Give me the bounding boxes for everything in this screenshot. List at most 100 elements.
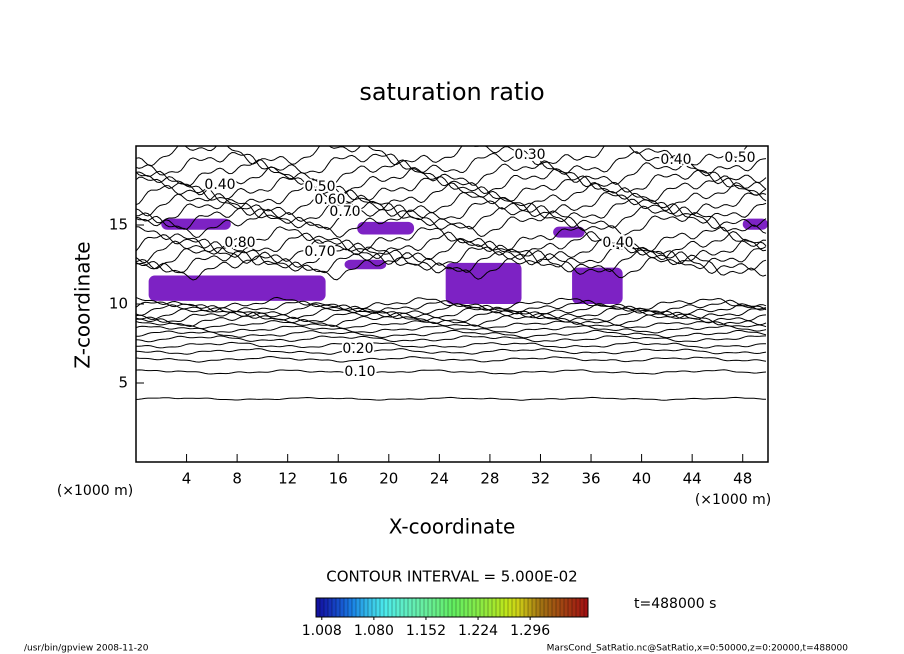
colorbar-cell xyxy=(543,597,549,618)
colorbar-cell xyxy=(423,597,429,618)
colorbar-cell xyxy=(451,597,457,618)
contour-line xyxy=(136,312,767,328)
colorbar-cell xyxy=(351,597,357,618)
colorbar-cell xyxy=(435,597,441,618)
x-tick-label: 20 xyxy=(379,470,398,488)
colorbar-cell xyxy=(495,597,501,618)
contour-line xyxy=(136,181,767,212)
colorbar-cell xyxy=(523,597,529,618)
contour-line xyxy=(136,146,748,167)
x-tick-label: 28 xyxy=(480,470,499,488)
x-unit: (×1000 m) xyxy=(695,492,771,508)
shaded-region xyxy=(553,226,585,238)
colorbar-cell xyxy=(379,597,385,618)
y-tick-label: 15 xyxy=(109,216,128,234)
colorbar-cell xyxy=(499,597,505,618)
contour-label: 0.70 xyxy=(304,244,335,260)
colorbar-cell xyxy=(387,597,393,618)
contour-line xyxy=(136,299,767,315)
contour-line xyxy=(136,238,767,266)
contour-line xyxy=(136,355,767,363)
contour-line xyxy=(136,226,767,253)
colorbar-cell xyxy=(359,597,365,618)
colorbar-cell xyxy=(367,597,373,618)
colorbar-tick-label: 1.296 xyxy=(510,623,550,639)
colorbar-cell xyxy=(447,597,453,618)
contour-label: 0.10 xyxy=(344,364,375,380)
colorbar-cell xyxy=(415,597,421,618)
contour-label: 0.30 xyxy=(514,147,545,163)
colorbar-cell xyxy=(579,597,585,618)
contour-label: 0.50 xyxy=(304,179,335,195)
contour-label: 0.20 xyxy=(342,341,373,357)
contour-line xyxy=(136,348,767,355)
colorbar-cell xyxy=(575,597,581,618)
shaded-region xyxy=(357,221,415,235)
colorbar-cell xyxy=(427,597,433,618)
colorbar-cell xyxy=(555,597,561,618)
footer-right: MarsCond_SatRatio.nc@SatRatio,x=0:50000,… xyxy=(547,644,849,654)
contour-label: 0.40 xyxy=(204,177,235,193)
colorbar-cell xyxy=(563,597,569,618)
colorbar-cell xyxy=(419,597,425,618)
contour-label: 0.50 xyxy=(724,150,755,166)
contour-line xyxy=(136,244,767,270)
colorbar-cell xyxy=(471,597,477,618)
contour-line xyxy=(136,151,767,177)
contour-line xyxy=(136,251,767,281)
colorbar-cell xyxy=(371,597,377,618)
shaded-region xyxy=(572,267,623,304)
contour-line xyxy=(136,249,767,275)
colorbar-cell xyxy=(487,597,493,618)
colorbar-cell xyxy=(483,597,489,618)
colorbar-cell xyxy=(463,597,469,618)
colorbar-tick-label: 1.008 xyxy=(302,623,342,639)
colorbar-cell xyxy=(391,597,397,618)
contour-line xyxy=(136,166,767,196)
colorbar-cell xyxy=(519,597,525,618)
x-axis-label: X-coordinate xyxy=(389,515,516,539)
colorbar-cell xyxy=(535,597,541,618)
colorbar-cell xyxy=(491,597,497,618)
colorbar-cell xyxy=(455,597,461,618)
colorbar-tick-label: 1.080 xyxy=(354,623,394,639)
contour-interval: CONTOUR INTERVAL = 5.000E-02 xyxy=(326,568,577,586)
x-tick-label: 8 xyxy=(232,470,242,488)
contour-line xyxy=(136,230,767,261)
x-tick-label: 32 xyxy=(531,470,550,488)
x-tick-label: 4 xyxy=(182,470,192,488)
chart-title: saturation ratio xyxy=(359,78,544,106)
colorbar-cell xyxy=(315,597,321,618)
contour-label: 0.40 xyxy=(660,152,691,168)
contour-line xyxy=(136,175,767,202)
colorbar-cell xyxy=(511,597,517,618)
contour-line xyxy=(136,325,767,334)
y-tick-label: 5 xyxy=(118,374,128,392)
colorbar-cell xyxy=(503,597,509,618)
contour-line xyxy=(136,341,767,349)
colorbar-cell xyxy=(335,597,341,618)
x-tick-label: 24 xyxy=(430,470,449,488)
y-tick-label: 10 xyxy=(109,295,128,313)
contour-line xyxy=(136,369,767,375)
colorbar-cell xyxy=(515,597,521,618)
colorbar-cell xyxy=(319,597,325,618)
colorbar-cell xyxy=(327,597,333,618)
colorbar-tick-label: 1.224 xyxy=(458,623,498,639)
contour-line xyxy=(136,296,767,312)
contour-line xyxy=(136,320,767,330)
x-unit: (×1000 m) xyxy=(57,483,133,499)
colorbar-cell xyxy=(363,597,369,618)
x-tick-label: 40 xyxy=(632,470,651,488)
colorbar-cell xyxy=(439,597,445,618)
x-tick-label: 44 xyxy=(683,470,702,488)
colorbar-cell xyxy=(431,597,437,618)
contour-label: 0.40 xyxy=(602,235,633,251)
colorbar-cell xyxy=(531,597,537,618)
colorbar-cell xyxy=(355,597,361,618)
footer-left: /usr/bin/gpview 2008-11-20 xyxy=(24,644,149,654)
colorbar-cell xyxy=(559,597,565,618)
contour-label: 0.70 xyxy=(329,204,360,220)
colorbar-cell xyxy=(571,597,577,618)
